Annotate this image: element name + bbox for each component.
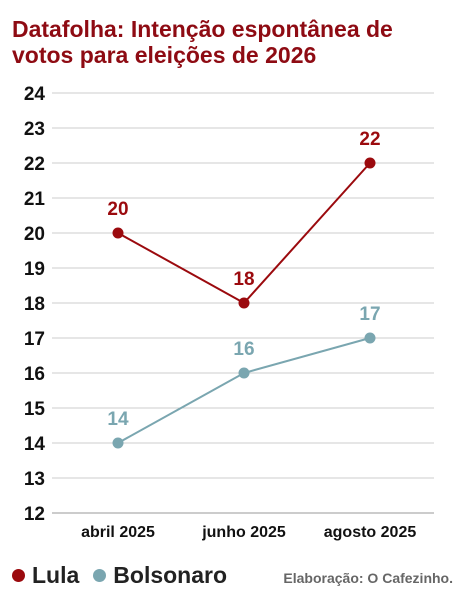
data-label-lula-2: 18: [233, 269, 254, 290]
data-label-bolsonaro-2: 16: [233, 339, 254, 360]
y-tick-label-21: 21: [24, 189, 46, 210]
chart-title: Datafolha: Intenção espontânea de votos …: [12, 16, 448, 68]
legend-marker-lula: [12, 569, 25, 582]
legend-item-bolsonaro: Bolsonaro: [93, 562, 227, 589]
chart-title-line-2: votos para eleições de 2026: [12, 42, 317, 68]
legend-label-bolsonaro: Bolsonaro: [113, 562, 228, 588]
y-tick-label-15: 15: [24, 399, 46, 420]
data-point-lula-3: [364, 157, 376, 169]
y-tick-label-24: 24: [24, 84, 46, 105]
x-tick-label-1: abril 2025: [81, 524, 155, 541]
data-label-lula-1: 20: [107, 199, 128, 220]
y-tick-label-17: 17: [24, 329, 45, 350]
legend-label-lula: Lula: [32, 562, 80, 588]
x-tick-label-2: junho 2025: [201, 524, 286, 541]
y-tick-label-20: 20: [24, 224, 45, 245]
source-credit: Elaboração: O Cafezinho.: [283, 570, 453, 586]
data-point-lula-2: [238, 297, 250, 309]
legend-item-lula: Lula: [12, 562, 79, 589]
legend: Lula Bolsonaro: [12, 562, 241, 589]
x-tick-label-3: agosto 2025: [324, 524, 417, 541]
data-label-lula-3: 22: [359, 129, 380, 150]
data-point-bolsonaro-1: [112, 437, 124, 449]
data-point-bolsonaro-3: [364, 332, 376, 344]
chart-title-line-1: Datafolha: Intenção espontânea de: [12, 16, 393, 42]
y-tick-label-16: 16: [24, 364, 45, 385]
data-label-bolsonaro-3: 17: [359, 304, 380, 325]
y-tick-label-19: 19: [24, 259, 45, 280]
y-tick-label-23: 23: [24, 119, 45, 140]
data-point-bolsonaro-2: [238, 367, 250, 379]
y-tick-label-18: 18: [24, 294, 45, 315]
y-tick-label-12: 12: [24, 504, 45, 525]
y-tick-label-14: 14: [24, 434, 46, 455]
legend-marker-bolsonaro: [93, 569, 107, 582]
y-tick-label-13: 13: [24, 469, 45, 490]
data-point-lula-1: [112, 227, 124, 239]
data-label-bolsonaro-1: 14: [107, 409, 129, 430]
y-tick-label-22: 22: [24, 154, 45, 175]
